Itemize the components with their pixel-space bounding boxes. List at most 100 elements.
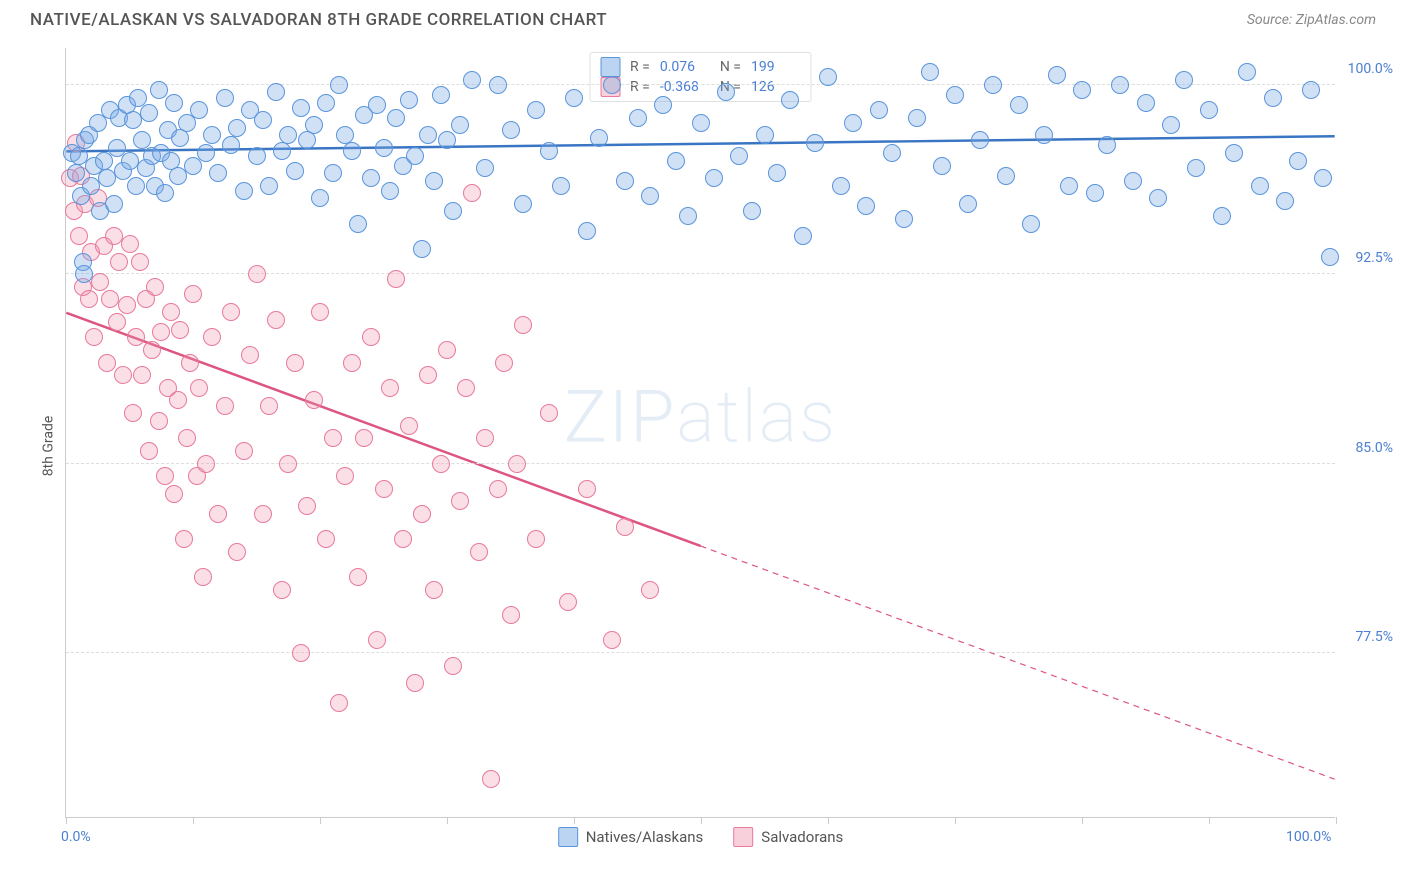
data-point-salvadorans xyxy=(216,397,234,415)
data-point-natives xyxy=(1048,66,1066,84)
data-point-natives xyxy=(1022,215,1040,233)
data-point-natives xyxy=(413,240,431,258)
data-point-natives xyxy=(75,265,93,283)
data-point-salvadorans xyxy=(165,485,183,503)
data-point-natives xyxy=(254,111,272,129)
data-point-natives xyxy=(1213,207,1231,225)
data-point-natives xyxy=(317,94,335,112)
x-tick xyxy=(828,817,829,824)
data-point-salvadorans xyxy=(641,581,659,599)
data-point-natives xyxy=(959,195,977,213)
data-point-natives xyxy=(324,164,342,182)
data-point-natives xyxy=(292,99,310,117)
data-point-natives xyxy=(105,195,123,213)
stats-row-natives: R = 0.076 N = 199 xyxy=(600,57,801,77)
data-point-salvadorans xyxy=(355,429,373,447)
data-point-salvadorans xyxy=(495,354,513,372)
data-point-salvadorans xyxy=(171,321,189,339)
data-point-natives xyxy=(1124,172,1142,190)
data-point-natives xyxy=(1238,63,1256,81)
data-point-salvadorans xyxy=(425,581,443,599)
legend-item-natives: Natives/Alaskans xyxy=(558,827,704,847)
data-point-salvadorans xyxy=(260,397,278,415)
data-point-salvadorans xyxy=(91,273,109,291)
data-point-salvadorans xyxy=(85,328,103,346)
data-point-natives xyxy=(209,164,227,182)
data-point-natives xyxy=(248,147,266,165)
data-point-natives xyxy=(1162,116,1180,134)
data-point-salvadorans xyxy=(248,265,266,283)
swatch-pink xyxy=(733,827,753,847)
data-point-salvadorans xyxy=(181,354,199,372)
data-point-natives xyxy=(1251,177,1269,195)
data-point-salvadorans xyxy=(502,606,520,624)
gridline xyxy=(66,84,1335,85)
data-point-salvadorans xyxy=(330,694,348,712)
data-point-salvadorans xyxy=(169,391,187,409)
data-point-natives xyxy=(140,104,158,122)
x-tick xyxy=(447,817,448,824)
data-point-natives xyxy=(216,89,234,107)
data-point-natives xyxy=(781,91,799,109)
data-point-salvadorans xyxy=(292,644,310,662)
data-point-natives xyxy=(1035,126,1053,144)
data-point-natives xyxy=(756,126,774,144)
x-tick xyxy=(1336,817,1337,824)
data-point-natives xyxy=(844,114,862,132)
data-point-natives xyxy=(235,182,253,200)
data-point-salvadorans xyxy=(317,530,335,548)
data-point-natives xyxy=(540,142,558,160)
data-point-salvadorans xyxy=(114,366,132,384)
data-point-salvadorans xyxy=(616,518,634,536)
data-point-salvadorans xyxy=(156,467,174,485)
data-point-salvadorans xyxy=(286,354,304,372)
data-point-natives xyxy=(349,215,367,233)
r-key: R = xyxy=(630,79,650,95)
data-point-salvadorans xyxy=(336,467,354,485)
data-point-salvadorans xyxy=(387,270,405,288)
data-point-salvadorans xyxy=(432,455,450,473)
data-point-salvadorans xyxy=(381,379,399,397)
data-point-salvadorans xyxy=(444,657,462,675)
data-point-natives xyxy=(121,152,139,170)
chart-title: NATIVE/ALASKAN VS SALVADORAN 8TH GRADE C… xyxy=(30,10,607,30)
data-point-natives xyxy=(794,227,812,245)
stats-row-salvadorans: R = -0.368 N = 126 xyxy=(600,77,801,97)
r-value-salvadorans: -0.368 xyxy=(660,79,710,95)
data-point-salvadorans xyxy=(133,366,151,384)
data-point-natives xyxy=(419,126,437,144)
data-point-salvadorans xyxy=(311,303,329,321)
data-point-salvadorans xyxy=(70,227,88,245)
data-point-salvadorans xyxy=(559,593,577,611)
source-attribution: Source: ZipAtlas.com xyxy=(1247,12,1376,28)
data-point-salvadorans xyxy=(419,366,437,384)
data-point-natives xyxy=(717,83,735,101)
data-point-natives xyxy=(165,94,183,112)
data-point-natives xyxy=(565,89,583,107)
data-point-salvadorans xyxy=(80,290,98,308)
data-point-natives xyxy=(98,169,116,187)
data-point-natives xyxy=(387,109,405,127)
data-point-natives xyxy=(730,147,748,165)
data-point-salvadorans xyxy=(343,354,361,372)
data-point-natives xyxy=(260,177,278,195)
legend-item-salvadorans: Salvadorans xyxy=(733,827,843,847)
data-point-salvadorans xyxy=(368,631,386,649)
data-point-natives xyxy=(1098,136,1116,154)
data-point-natives xyxy=(1200,101,1218,119)
data-point-salvadorans xyxy=(438,341,456,359)
y-axis-label: 8th Grade xyxy=(40,416,56,477)
data-point-natives xyxy=(667,152,685,170)
data-point-salvadorans xyxy=(476,429,494,447)
data-point-natives xyxy=(971,131,989,149)
data-point-salvadorans xyxy=(140,442,158,460)
data-point-salvadorans xyxy=(143,341,161,359)
data-point-salvadorans xyxy=(197,455,215,473)
data-point-natives xyxy=(438,131,456,149)
data-point-natives xyxy=(156,184,174,202)
r-value-natives: 0.076 xyxy=(660,59,710,75)
data-point-natives xyxy=(768,164,786,182)
data-point-salvadorans xyxy=(118,296,136,314)
legend-label-salvadorans: Salvadorans xyxy=(761,828,843,846)
data-point-natives xyxy=(1289,152,1307,170)
